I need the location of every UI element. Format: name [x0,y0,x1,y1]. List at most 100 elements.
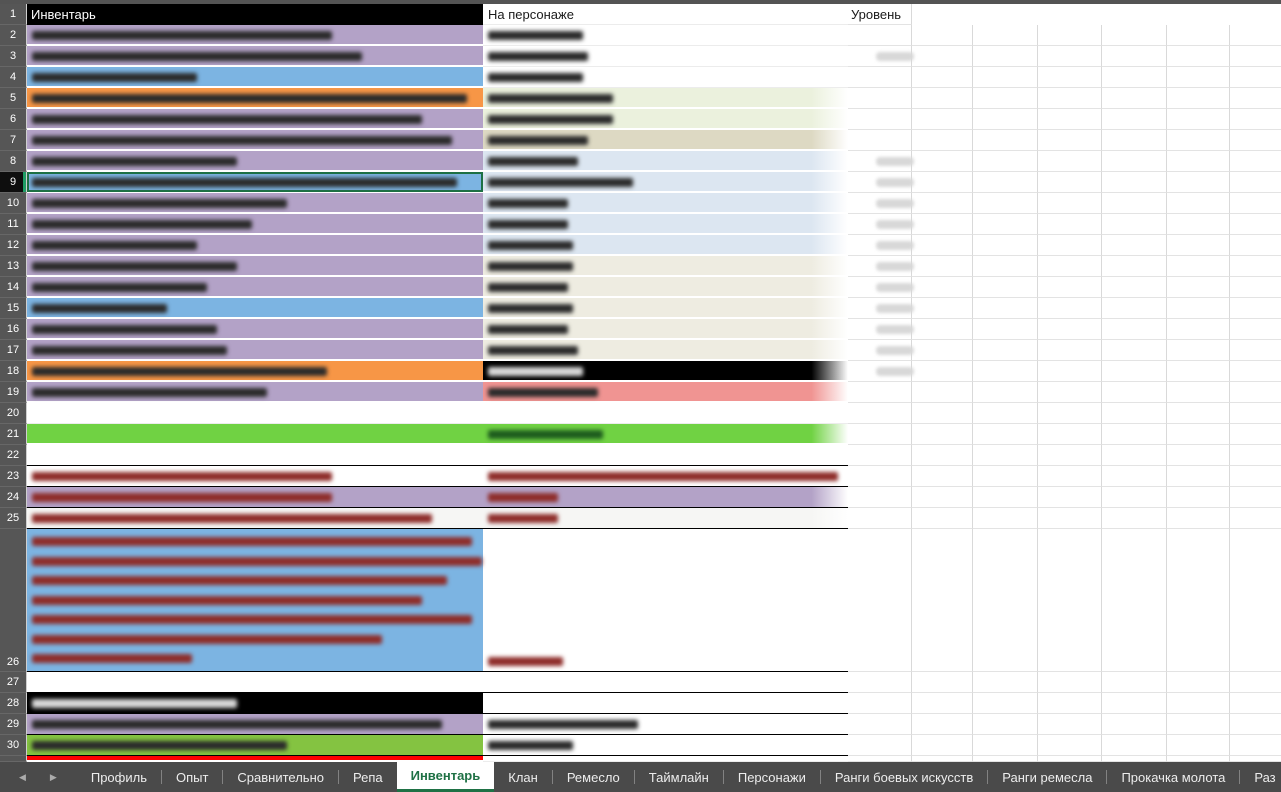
empty-cell[interactable] [912,298,973,319]
on-character-cell[interactable] [483,256,848,277]
sheet-tab[interactable]: Опыт [175,769,209,785]
on-character-cell[interactable] [483,714,848,735]
inventory-cell[interactable] [27,214,483,235]
on-character-cell[interactable] [483,298,848,319]
empty-cell[interactable] [1167,277,1230,298]
empty-cell[interactable] [912,109,973,130]
inventory-cell[interactable] [27,46,483,67]
level-cell[interactable] [848,214,914,235]
row-header[interactable]: 15 [0,298,27,319]
empty-cell[interactable] [1038,151,1102,172]
on-character-cell[interactable] [483,445,848,466]
empty-cell[interactable] [1230,193,1281,214]
row-header[interactable]: 6 [0,109,27,130]
empty-cell[interactable] [1167,214,1230,235]
empty-cell[interactable] [912,88,973,109]
empty-cell[interactable] [1167,714,1230,735]
empty-cell[interactable] [1230,756,1281,762]
column-header-on-character[interactable]: На персонаже [483,4,848,25]
empty-cell[interactable] [1167,88,1230,109]
empty-cell[interactable] [1167,529,1230,672]
empty-cell[interactable] [973,67,1038,88]
row-header[interactable]: 26 [0,529,27,672]
row-header[interactable]: 16 [0,319,27,340]
empty-cell[interactable] [912,672,973,693]
row-header[interactable]: 12 [0,235,27,256]
empty-cell[interactable] [973,319,1038,340]
empty-cell[interactable] [912,67,973,88]
empty-cell[interactable] [1167,67,1230,88]
empty-cell[interactable] [973,382,1038,403]
empty-cell[interactable] [1167,235,1230,256]
empty-cell[interactable] [1230,172,1281,193]
inventory-cell[interactable] [27,403,483,424]
empty-cell[interactable] [1102,424,1167,445]
column-header-inventory[interactable]: Инвентарь [27,4,483,25]
level-cell[interactable] [848,88,912,109]
empty-cell[interactable] [1230,235,1281,256]
empty-cell[interactable] [1167,340,1230,361]
row-header[interactable]: 14 [0,277,27,298]
empty-cell[interactable] [973,508,1038,529]
empty-cell[interactable] [1038,466,1102,487]
inventory-cell[interactable] [27,277,483,298]
empty-cell[interactable] [1167,130,1230,151]
empty-cell[interactable] [1230,298,1281,319]
level-cell[interactable] [848,361,914,382]
empty-cell[interactable] [912,382,973,403]
level-cell[interactable] [848,67,912,88]
sheet-tab[interactable]: Клан [508,769,538,785]
empty-cell[interactable] [973,193,1038,214]
level-cell[interactable] [848,735,912,756]
inventory-cell[interactable] [27,25,483,46]
inventory-cell[interactable] [27,693,483,714]
empty-cell[interactable] [973,424,1038,445]
empty-cell[interactable] [1167,109,1230,130]
empty-cell[interactable] [912,172,973,193]
empty-cell[interactable] [1038,46,1102,67]
empty-cell[interactable] [1102,672,1167,693]
row-header[interactable]: 24 [0,487,27,508]
inventory-cell[interactable] [27,298,483,319]
empty-cell[interactable] [1102,735,1167,756]
empty-cell[interactable] [1230,88,1281,109]
empty-cell[interactable] [1038,214,1102,235]
empty-cell[interactable] [912,46,973,67]
row-header[interactable]: 21 [0,424,27,445]
sheet-tab[interactable]: Ранги боевых искусств [834,769,974,785]
row-header[interactable]: 17 [0,340,27,361]
empty-cell[interactable] [1167,46,1230,67]
row-header[interactable]: 10 [0,193,27,214]
tabs-scroll-right-icon[interactable]: ▶ [49,771,57,782]
row-header[interactable]: 19 [0,382,27,403]
row-header[interactable]: 27 [0,672,27,693]
empty-cell[interactable] [973,256,1038,277]
on-character-cell[interactable] [483,214,848,235]
empty-cell[interactable] [1038,256,1102,277]
on-character-cell[interactable] [483,193,848,214]
on-character-cell[interactable] [483,67,848,88]
empty-cell[interactable] [1230,445,1281,466]
empty-cell[interactable] [973,109,1038,130]
inventory-cell[interactable] [27,319,483,340]
on-character-cell[interactable] [483,319,848,340]
empty-cell[interactable] [1230,46,1281,67]
sheet-tab[interactable]: Персонажи [737,769,806,785]
empty-cell[interactable] [973,88,1038,109]
row-header[interactable]: 25 [0,508,27,529]
sheet-tab[interactable]: Прокачка молота [1121,769,1226,785]
empty-cell[interactable] [1230,361,1281,382]
empty-cell[interactable] [1102,214,1167,235]
empty-cell[interactable] [1038,193,1102,214]
empty-cell[interactable] [1167,508,1230,529]
empty-cell[interactable] [973,25,1038,46]
on-character-cell[interactable] [483,130,848,151]
empty-cell[interactable] [973,277,1038,298]
empty-cell[interactable] [1230,25,1281,46]
sheet-tab[interactable]: Инвентарь [396,762,495,792]
row-header[interactable]: 30 [0,735,27,756]
empty-cell[interactable] [1038,672,1102,693]
empty-cell[interactable] [912,693,973,714]
empty-cell[interactable] [1102,340,1167,361]
tabs-scroll-left-icon[interactable]: ◀ [19,771,26,782]
